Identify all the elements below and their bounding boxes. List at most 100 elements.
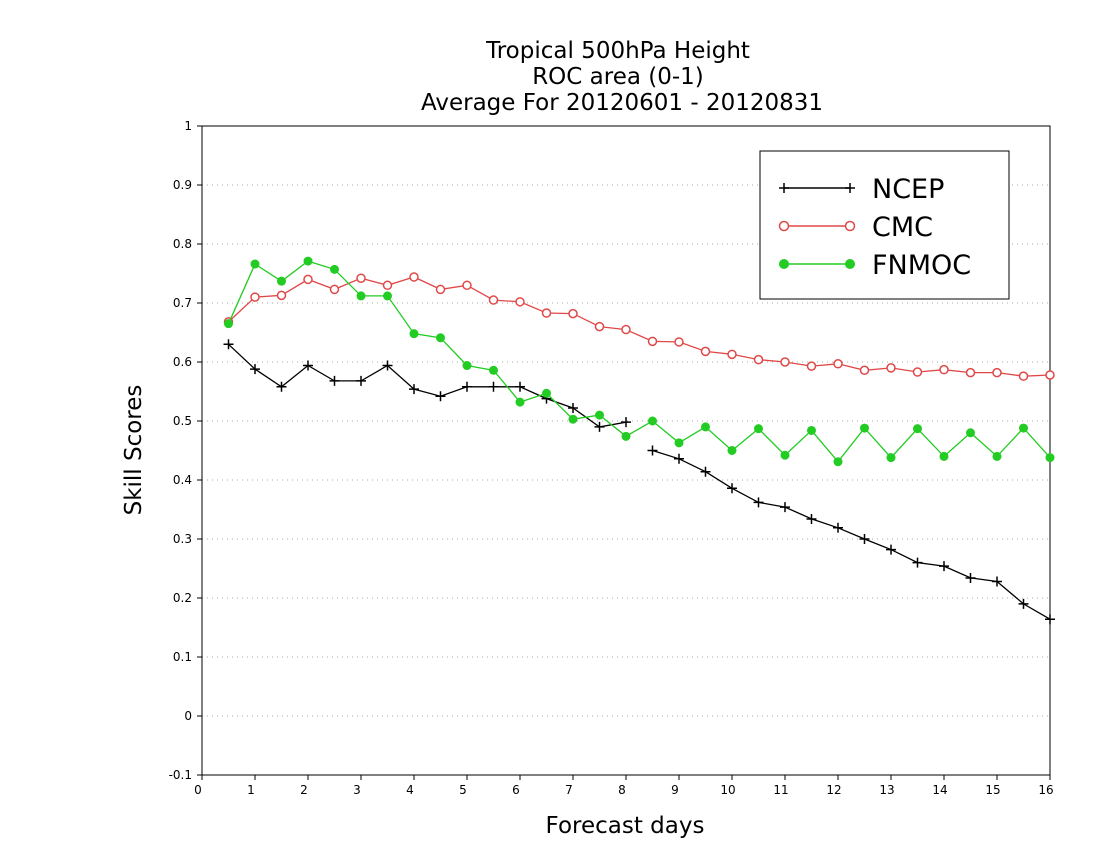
data-point [462,381,472,392]
data-point [489,365,498,375]
legend-box [759,150,1010,300]
data-point [647,445,658,456]
series-fnmoc [224,256,1055,467]
data-point [568,403,578,414]
data-point [674,453,684,464]
data-point [462,280,472,291]
data-point [807,425,816,435]
series-cmc [223,272,1055,381]
data-point [462,361,472,371]
y-tick-label: 1 [184,119,192,133]
data-point [542,388,551,398]
data-point [845,183,855,193]
data-point [859,534,870,544]
data-point [621,431,631,441]
data-point [382,360,393,371]
data-point [250,364,260,375]
data-point [568,308,578,319]
data-point [224,319,233,329]
data-point [647,336,658,347]
data-point [886,363,896,373]
x-tick-label: 12 [826,783,841,797]
chart-title: Tropical 500hPa Height ROC area (0-1) Av… [421,38,823,116]
x-tick-label: 5 [459,783,467,797]
x-tick-label: 15 [985,783,1000,797]
data-point [276,290,287,301]
x-tick-label: 10 [720,783,735,797]
data-point [844,220,856,232]
data-point [648,416,657,426]
data-point [966,428,975,438]
data-point [886,544,896,555]
y-tick-label: 0 [184,709,192,723]
x-tick-label: 9 [671,783,679,797]
legend-item-fnmoc: FNMOC [779,250,971,281]
data-point [913,424,922,434]
y-tick-label: 0.6 [173,355,192,369]
data-point [833,359,843,369]
data-point [594,421,605,432]
data-point [912,557,923,568]
data-point [727,446,737,455]
data-point [383,291,392,301]
y-tick-label: -0.1 [169,768,192,782]
data-point [356,291,366,301]
data-point [780,357,790,367]
data-point [515,397,525,407]
data-point [727,349,737,360]
data-point [382,280,393,291]
data-point [1045,453,1055,463]
data-point [329,284,340,295]
data-point [409,329,419,339]
x-tick-label: 11 [773,783,788,797]
data-point [674,337,684,347]
x-tick-label: 2 [300,783,308,797]
data-point [303,256,313,266]
data-point [488,295,499,305]
data-point [1018,598,1029,609]
data-point [860,423,869,433]
data-point [939,561,949,572]
y-axis-label: Skill Scores [121,385,147,516]
data-point [939,364,949,375]
data-point [435,391,446,402]
x-tick-label: 8 [618,783,626,797]
x-tick-label: 16 [1038,783,1053,797]
data-point [250,292,260,302]
data-point [754,424,763,434]
x-tick-label: 13 [879,783,894,797]
data-point [409,384,419,395]
data-point [329,375,340,386]
series-line [652,449,1051,620]
data-point [753,354,764,365]
data-point [886,453,896,463]
data-point [727,483,737,494]
data-point [621,417,631,428]
data-point [806,361,817,371]
legend-item-ncep: NCEP [779,174,944,205]
legend-label: CMC [872,212,933,243]
data-point [859,365,870,376]
data-point [515,381,525,392]
data-point [845,259,855,269]
data-point [992,367,1002,378]
x-tick-label: 7 [565,783,573,797]
data-point [833,457,843,467]
y-tick-label: 0.1 [173,650,192,664]
data-point [965,572,976,583]
data-point [780,450,790,460]
data-point [250,259,260,269]
data-point [912,367,923,377]
data-point [753,497,764,508]
chart-title-line-1: Tropical 500hPa Height [485,38,750,64]
data-point [277,276,286,286]
data-point [568,414,578,424]
data-point [1019,423,1028,433]
legend-item-cmc: CMC [778,212,933,243]
data-point [700,466,711,477]
data-point [778,220,790,232]
data-point [674,438,684,448]
x-tick-label: 1 [247,783,255,797]
chart-title-line-2: ROC area (0-1) [532,64,704,90]
